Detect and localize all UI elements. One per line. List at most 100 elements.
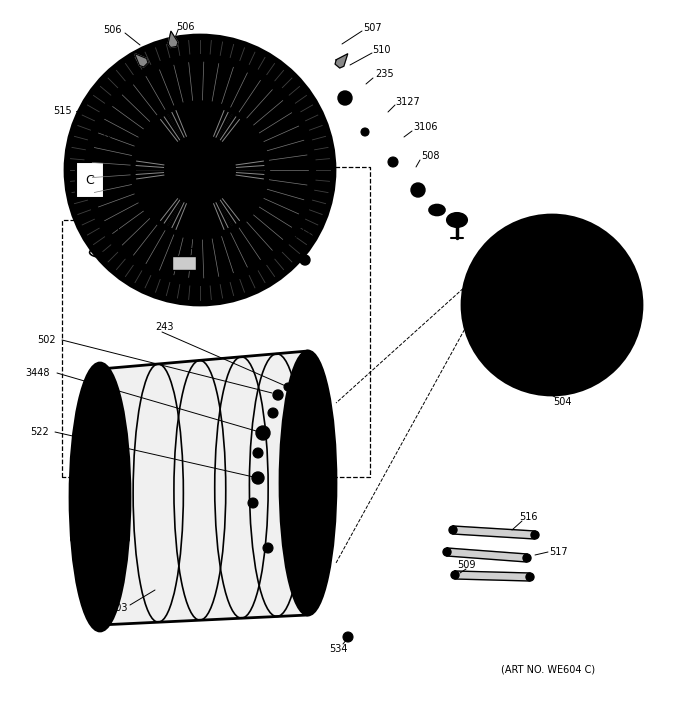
Circle shape xyxy=(415,187,421,193)
Circle shape xyxy=(483,271,487,275)
Circle shape xyxy=(556,377,560,381)
Circle shape xyxy=(451,571,459,579)
Circle shape xyxy=(539,335,542,339)
Circle shape xyxy=(532,284,536,288)
Text: 243: 243 xyxy=(156,322,174,332)
Circle shape xyxy=(576,281,580,285)
Circle shape xyxy=(575,297,579,301)
Circle shape xyxy=(507,328,511,332)
Polygon shape xyxy=(168,31,178,47)
Circle shape xyxy=(600,260,604,263)
Circle shape xyxy=(533,298,537,302)
Circle shape xyxy=(528,316,531,320)
Circle shape xyxy=(479,282,483,286)
Circle shape xyxy=(483,335,487,339)
Circle shape xyxy=(488,282,492,286)
Circle shape xyxy=(256,426,270,440)
Polygon shape xyxy=(453,526,535,539)
Circle shape xyxy=(532,375,537,378)
Circle shape xyxy=(493,257,496,260)
Circle shape xyxy=(581,264,585,268)
Text: 534: 534 xyxy=(328,644,347,654)
Circle shape xyxy=(562,230,566,233)
Circle shape xyxy=(532,257,536,260)
Text: 3127: 3127 xyxy=(396,97,420,107)
Circle shape xyxy=(485,312,488,315)
Circle shape xyxy=(543,328,546,332)
Circle shape xyxy=(610,276,614,280)
Circle shape xyxy=(132,102,268,238)
Circle shape xyxy=(592,297,595,300)
Circle shape xyxy=(572,329,576,333)
Circle shape xyxy=(615,288,618,291)
Circle shape xyxy=(517,309,520,312)
Circle shape xyxy=(604,341,607,345)
Circle shape xyxy=(582,315,585,318)
Circle shape xyxy=(85,55,315,285)
Circle shape xyxy=(595,362,598,365)
Circle shape xyxy=(619,277,623,281)
Circle shape xyxy=(568,231,571,235)
Circle shape xyxy=(600,310,603,314)
Polygon shape xyxy=(447,548,527,562)
Ellipse shape xyxy=(447,213,467,227)
Circle shape xyxy=(611,261,615,265)
Circle shape xyxy=(590,334,594,337)
FancyBboxPatch shape xyxy=(76,162,104,198)
Circle shape xyxy=(505,351,509,355)
Circle shape xyxy=(613,325,616,328)
Circle shape xyxy=(599,271,602,275)
Circle shape xyxy=(592,310,595,313)
Circle shape xyxy=(481,277,485,281)
Circle shape xyxy=(614,266,618,270)
Circle shape xyxy=(541,360,545,364)
Ellipse shape xyxy=(452,217,462,223)
Circle shape xyxy=(617,335,621,339)
Circle shape xyxy=(608,312,611,315)
Circle shape xyxy=(547,300,557,310)
Circle shape xyxy=(541,344,545,348)
Circle shape xyxy=(556,270,560,273)
Circle shape xyxy=(502,290,506,293)
Polygon shape xyxy=(100,351,308,625)
Circle shape xyxy=(535,342,539,346)
Circle shape xyxy=(544,238,547,241)
Circle shape xyxy=(496,355,500,358)
Text: 235: 235 xyxy=(375,69,394,79)
Circle shape xyxy=(550,337,554,341)
Circle shape xyxy=(562,271,566,275)
Circle shape xyxy=(524,281,528,285)
Circle shape xyxy=(300,255,310,265)
Circle shape xyxy=(539,376,542,380)
Circle shape xyxy=(596,351,599,355)
Circle shape xyxy=(598,290,602,293)
Circle shape xyxy=(600,347,604,350)
Circle shape xyxy=(588,285,592,289)
Circle shape xyxy=(577,336,580,339)
Circle shape xyxy=(600,358,603,362)
Circle shape xyxy=(538,254,541,258)
Circle shape xyxy=(594,328,597,332)
Circle shape xyxy=(509,297,512,300)
Circle shape xyxy=(577,270,580,274)
Circle shape xyxy=(533,309,537,312)
Circle shape xyxy=(490,331,494,334)
Circle shape xyxy=(488,325,492,328)
Circle shape xyxy=(615,312,619,315)
Circle shape xyxy=(556,229,560,233)
Circle shape xyxy=(527,373,530,377)
Text: 512: 512 xyxy=(184,248,203,258)
Circle shape xyxy=(256,450,260,455)
Circle shape xyxy=(623,288,626,291)
Circle shape xyxy=(590,316,594,320)
Circle shape xyxy=(501,248,505,252)
Circle shape xyxy=(528,329,532,333)
Circle shape xyxy=(605,283,608,286)
Circle shape xyxy=(554,286,558,289)
Circle shape xyxy=(510,355,513,359)
Circle shape xyxy=(560,360,563,364)
Circle shape xyxy=(554,261,557,265)
Circle shape xyxy=(602,329,605,333)
Circle shape xyxy=(573,373,577,377)
Circle shape xyxy=(569,366,573,370)
